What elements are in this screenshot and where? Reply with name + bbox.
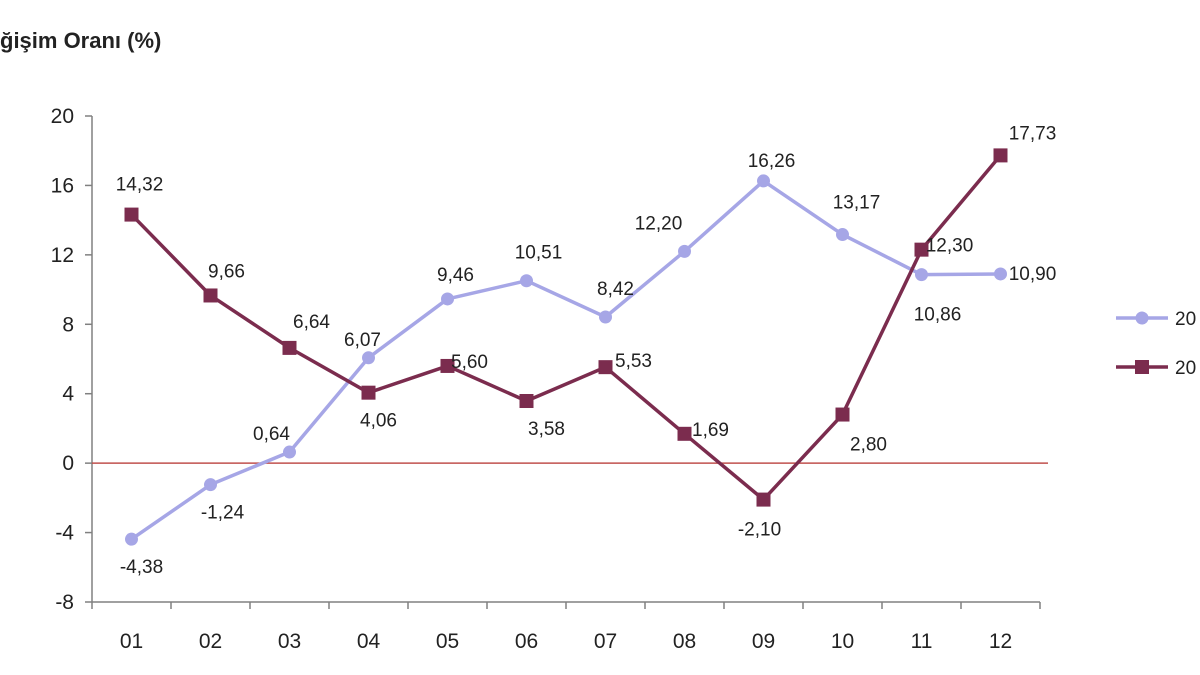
- y-tick-label: 20: [51, 105, 74, 128]
- legend-marker-2: [1135, 360, 1149, 374]
- series-2-point: [677, 426, 692, 441]
- x-tick-label: 05: [436, 630, 459, 653]
- series-1-point: [836, 228, 849, 242]
- series-2-point: [124, 207, 139, 222]
- legend-label-1: 20: [1175, 309, 1196, 330]
- series-2-point: [993, 148, 1008, 163]
- data-label: 8,42: [597, 279, 634, 300]
- data-label: 14,32: [116, 175, 164, 196]
- data-labels-layer: -4,38 -1,24 0,64 6,07 9,46 10,51 8,42 12,20 16,2…: [116, 123, 1057, 578]
- data-label: 9,66: [208, 261, 245, 282]
- data-label: -4,38: [120, 557, 163, 578]
- series-2-point: [282, 340, 297, 355]
- data-label: -2,10: [738, 520, 781, 541]
- data-label: 10,86: [914, 305, 962, 326]
- series-1-point: [599, 310, 612, 324]
- series-line-2: [130, 154, 1002, 502]
- series-1-point: [520, 274, 533, 288]
- x-tick-label: 02: [199, 630, 222, 653]
- series-1-point: [362, 351, 375, 365]
- series-2-point: [361, 385, 376, 400]
- data-label: 4,06: [360, 411, 397, 432]
- series-1-point: [757, 174, 770, 188]
- legend-marker-1: [1135, 311, 1149, 325]
- y-axis-title: ğişim Oranı (%): [0, 28, 161, 53]
- data-label: 2,80: [850, 435, 887, 456]
- y-tick-label: 8: [62, 313, 74, 336]
- data-label: 5,60: [451, 352, 488, 373]
- series-2-point: [440, 358, 455, 373]
- x-tick-label: 10: [831, 630, 854, 653]
- data-label: -1,24: [201, 503, 245, 524]
- data-label: 10,90: [1009, 264, 1057, 285]
- series-2-point: [598, 360, 613, 375]
- x-tick-label: 07: [594, 630, 617, 653]
- data-label: 5,53: [615, 351, 652, 372]
- y-tick-label: 0: [62, 452, 74, 475]
- x-tick-label: 03: [278, 630, 301, 653]
- data-label: 6,64: [293, 312, 330, 333]
- data-label: 16,26: [748, 151, 796, 172]
- y-tick-label: -4: [55, 522, 74, 545]
- data-label: 6,07: [344, 330, 381, 351]
- series-1-point: [283, 445, 296, 459]
- y-tick-label: 16: [51, 174, 74, 197]
- series-2-point: [835, 407, 850, 422]
- data-label: 1,69: [692, 420, 729, 441]
- y-tick-label: 4: [62, 383, 74, 406]
- x-tick-label: 09: [752, 630, 775, 653]
- series-1-point: [204, 478, 217, 492]
- series-1-point: [441, 292, 454, 306]
- data-label: 12,30: [926, 236, 974, 257]
- series-1-point: [994, 267, 1007, 281]
- series-1-point: [125, 532, 138, 546]
- data-label: 13,17: [833, 193, 881, 214]
- series-2-point: [756, 492, 771, 507]
- data-label: 3,58: [528, 419, 565, 440]
- x-tick-label: 04: [357, 630, 381, 653]
- data-label: 10,51: [515, 243, 563, 264]
- data-label: 17,73: [1009, 123, 1057, 144]
- y-tick-label: -8: [55, 591, 74, 614]
- x-tick-label: 06: [515, 630, 538, 653]
- series-2-point: [519, 394, 534, 409]
- x-tick-label: 12: [989, 630, 1012, 653]
- x-tick-label: 08: [673, 630, 696, 653]
- series-1-point: [678, 244, 691, 258]
- series-line-1: [130, 179, 1001, 541]
- y-tick-label: 12: [51, 244, 74, 267]
- legend-label-2: 20: [1175, 358, 1196, 379]
- data-label: 9,46: [437, 265, 474, 286]
- x-tick-label: 01: [120, 630, 143, 653]
- series-1-point: [915, 268, 928, 282]
- data-label: 0,64: [253, 424, 290, 445]
- series-2-point: [914, 242, 929, 257]
- series-2-point: [203, 288, 218, 303]
- x-tick-label: 11: [911, 630, 933, 653]
- series-layer: [124, 148, 1008, 546]
- data-label: 12,20: [635, 213, 683, 234]
